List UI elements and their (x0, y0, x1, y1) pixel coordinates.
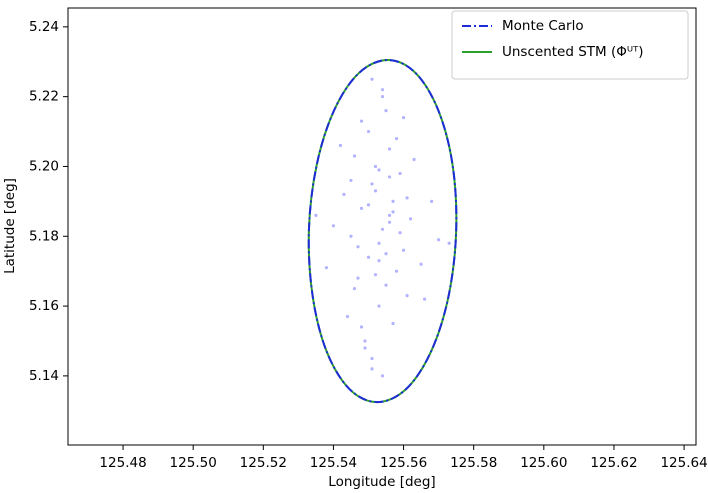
sample-point (391, 210, 395, 214)
plot-area (307, 59, 458, 404)
x-tick-label: 125.60 (520, 455, 567, 471)
sample-point (366, 203, 371, 207)
sample-point (412, 157, 416, 162)
ellipse-line (307, 59, 458, 404)
sample-point (447, 241, 451, 245)
x-tick-label: 125.56 (380, 455, 427, 471)
sample-point (349, 234, 353, 238)
y-tick-label: 5.20 (29, 158, 59, 174)
x-tick-label: 125.58 (450, 455, 497, 471)
axes-frame (67, 7, 697, 446)
sample-point (384, 252, 388, 256)
sample-point (430, 199, 434, 203)
sample-point (377, 304, 381, 308)
sample-point (314, 213, 318, 217)
y-tick-label: 5.24 (29, 19, 59, 35)
sample-point (408, 217, 413, 221)
sample-point (359, 206, 364, 210)
y-tick-label: 5.14 (29, 368, 59, 384)
sample-point (423, 297, 427, 301)
sample-point (370, 182, 374, 186)
sample-point (366, 255, 371, 259)
sample-point (324, 266, 329, 270)
sample-point (401, 248, 406, 252)
sample-point (377, 259, 381, 263)
x-tick-label: 125.54 (310, 455, 357, 471)
sample-point (380, 227, 385, 231)
sample-point (419, 262, 423, 266)
sample-point (356, 276, 360, 280)
legend-label: Unscented STM (Φᵁᵀ) (502, 44, 644, 60)
sample-point (380, 95, 385, 99)
sample-point (373, 189, 378, 193)
sample-point (377, 168, 381, 172)
sample-point (338, 143, 343, 148)
sample-point (401, 115, 406, 120)
sample-point (370, 367, 374, 371)
y-tick-label: 5.22 (29, 89, 59, 105)
sample-point (387, 220, 392, 224)
sample-point (363, 339, 367, 343)
legend-box (451, 10, 689, 80)
sample-point (398, 231, 402, 235)
sample-point (377, 241, 381, 245)
sample-point (359, 325, 364, 329)
sample-point (373, 273, 378, 277)
sample-point (380, 374, 385, 378)
x-tick-label: 125.48 (99, 455, 146, 471)
ellipse-line (307, 59, 458, 404)
sample-point (405, 196, 409, 200)
sample-point (387, 213, 392, 217)
y-tick-label: 5.16 (29, 298, 59, 314)
sample-point (366, 129, 371, 134)
y-tick-label: 5.18 (29, 228, 59, 244)
sample-point (391, 199, 395, 203)
sample-point (370, 77, 374, 81)
legend-label: Monte Carlo (502, 18, 584, 34)
sample-point (398, 171, 402, 176)
y-axis-label: Latitude [deg] (2, 178, 18, 274)
sample-point (373, 164, 378, 169)
sample-point (384, 283, 388, 287)
sample-point (405, 294, 409, 298)
x-tick-label: 125.50 (170, 455, 217, 471)
sample-point (391, 321, 395, 326)
x-tick-label: 125.64 (660, 455, 707, 471)
sample-point (342, 192, 346, 196)
sample-point (384, 109, 388, 113)
sample-point (331, 224, 336, 228)
sample-point (387, 147, 392, 151)
x-tick-label: 125.62 (590, 455, 637, 471)
sample-point (356, 245, 360, 249)
x-tick-label: 125.52 (240, 455, 287, 471)
sample-point (387, 175, 392, 179)
sample-point (352, 154, 357, 158)
sample-point (394, 269, 399, 273)
sample-point (437, 238, 441, 242)
sample-point (345, 314, 350, 319)
sample-point (380, 88, 385, 92)
sample-point (394, 136, 399, 141)
sample-point (370, 356, 374, 361)
sample-point (359, 119, 364, 123)
sample-point (352, 287, 357, 291)
x-axis-label: Longitude [deg] (328, 474, 435, 490)
sample-point (349, 178, 353, 183)
sample-point (363, 346, 367, 350)
